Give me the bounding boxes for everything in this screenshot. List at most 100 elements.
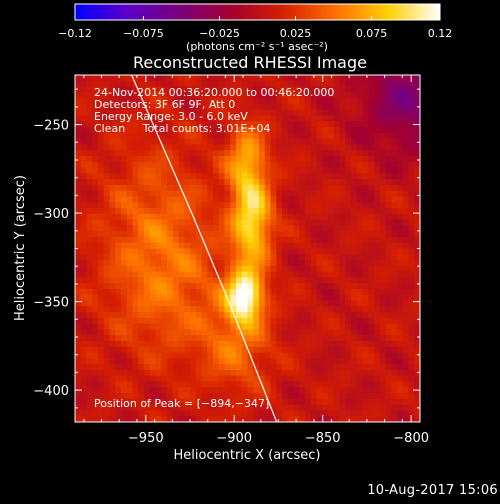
heatmap-cell [86, 248, 93, 255]
heatmap-cell [103, 150, 111, 157]
heatmap-cell [287, 393, 295, 400]
heatmap-cell [414, 271, 420, 279]
heatmap-cell [98, 86, 105, 93]
heatmap-cell [391, 358, 398, 365]
heatmap-cell [362, 352, 369, 359]
heatmap-cell [402, 236, 410, 244]
heatmap-cell [385, 410, 392, 417]
heatmap-cell [316, 184, 323, 192]
heatmap-cell [356, 103, 364, 111]
heatmap-cell [161, 317, 168, 325]
heatmap-cell [201, 213, 208, 221]
heatmap-cell [264, 364, 272, 371]
heatmap-cell [121, 173, 128, 180]
heatmap-cell [213, 312, 220, 319]
heatmap-cell [328, 271, 335, 279]
heatmap-cell [207, 352, 214, 359]
heatmap-cell [207, 144, 214, 151]
heatmap-cell [213, 358, 220, 365]
heatmap-cell [86, 381, 93, 388]
heatmap-cell [184, 410, 191, 417]
heatmap-cell [86, 202, 93, 209]
heatmap-cell [115, 173, 122, 180]
heatmap-cell [316, 127, 323, 134]
heatmap-cell [132, 86, 139, 93]
heatmap-cell [374, 103, 381, 111]
heatmap-cell [408, 416, 415, 422]
heatmap-cell [172, 369, 180, 377]
heatmap-cell [86, 86, 93, 93]
heatmap-cell [138, 335, 145, 342]
heatmap-cell [374, 202, 381, 209]
heatmap-cell [230, 375, 237, 383]
heatmap-cell [253, 346, 260, 354]
heatmap-cell [241, 271, 249, 279]
heatmap-cell [414, 288, 420, 296]
heatmap-cell [195, 219, 203, 226]
heatmap-cell [339, 132, 346, 140]
heatmap-cell [328, 127, 335, 134]
heatmap-cell [293, 144, 300, 151]
heatmap-cell [402, 341, 410, 348]
heatmap-cell [282, 317, 289, 325]
heatmap-cell [161, 86, 168, 93]
heatmap-cell [80, 179, 88, 186]
heatmap-cell [98, 150, 105, 157]
heatmap-cell [149, 208, 157, 215]
heatmap-cell [310, 306, 318, 313]
heatmap-cell [218, 393, 226, 400]
heatmap-cell [167, 335, 174, 342]
heatmap-cell [414, 219, 420, 226]
heatmap-cell [98, 202, 105, 209]
heatmap-cell [293, 306, 300, 313]
heatmap-cell [287, 294, 295, 302]
heatmap-cell [201, 138, 208, 145]
heatmap-cell [178, 323, 185, 331]
heatmap-cell [172, 115, 180, 122]
heatmap-cell [149, 236, 157, 244]
heatmap-cell [184, 283, 191, 290]
heatmap-cell [161, 144, 168, 151]
heatmap-cell [385, 103, 392, 111]
heatmap-cell [385, 219, 392, 226]
heatmap-cell [98, 144, 105, 151]
heatmap-cell [75, 225, 82, 232]
heatmap-cell [402, 283, 410, 290]
heatmap-cell [172, 161, 180, 169]
heatmap-cell [339, 127, 346, 134]
heatmap-cell [80, 213, 88, 221]
heatmap-cell [287, 155, 295, 163]
heatmap-cell [149, 398, 157, 406]
heatmap-cell [98, 364, 105, 371]
heatmap-cell [391, 144, 398, 151]
heatmap-cell [103, 225, 111, 232]
heatmap-cell [138, 213, 145, 221]
heatmap-cell [356, 277, 364, 284]
heatmap-cell [305, 410, 312, 417]
heatmap-cell [241, 323, 249, 331]
heatmap-cell [414, 208, 420, 215]
heatmap-cell [362, 167, 369, 174]
heatmap-cell [276, 300, 283, 307]
heatmap-cell [287, 196, 295, 203]
heatmap-cell [253, 173, 260, 180]
heatmap-cell [121, 364, 128, 371]
heatmap-cell [299, 329, 306, 336]
heatmap-cell [75, 103, 82, 111]
heatmap-cell [270, 103, 277, 111]
heatmap-cell [161, 98, 168, 105]
heatmap-cell [121, 121, 128, 128]
heatmap-cell [345, 236, 352, 244]
heatmap-cell [178, 277, 185, 284]
heatmap-cell [207, 138, 214, 145]
heatmap-cell [333, 190, 341, 198]
heatmap-cell [351, 265, 358, 273]
heatmap-cell [184, 398, 191, 406]
heatmap-cell [126, 341, 134, 348]
heatmap-cell [213, 288, 220, 296]
heatmap-cell [414, 260, 420, 267]
heatmap-cell [236, 132, 243, 140]
heatmap-cell [92, 393, 99, 400]
heatmap-cell [276, 115, 283, 122]
heatmap-cell [98, 109, 105, 117]
